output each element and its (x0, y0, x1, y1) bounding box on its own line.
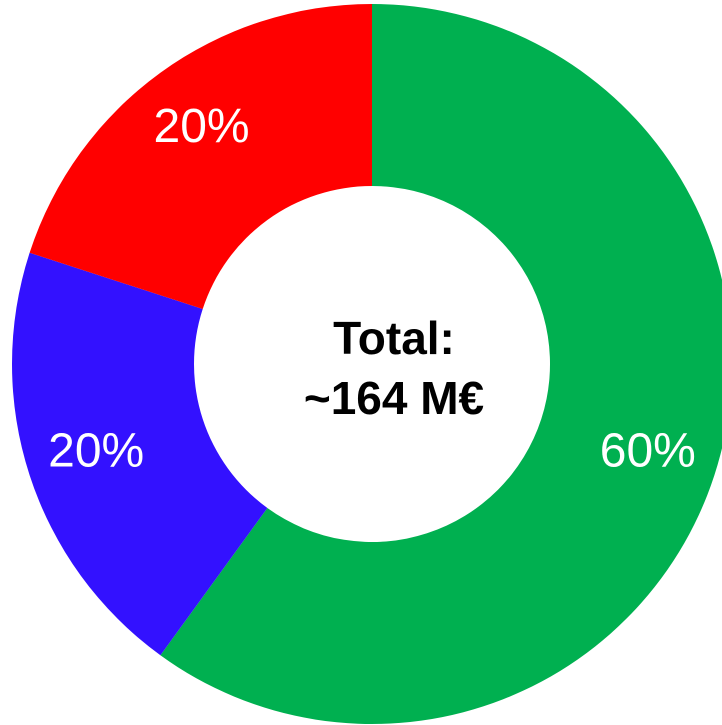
center-label: ~164 M€ (304, 372, 484, 424)
donut-slice (29, 4, 372, 309)
donut-slice (160, 4, 722, 724)
value-label: 20% (154, 100, 250, 153)
value-label: 20% (48, 424, 144, 477)
center-label: Total: (333, 312, 455, 364)
donut-slice (11, 252, 268, 656)
value-label: 60% (600, 424, 696, 477)
